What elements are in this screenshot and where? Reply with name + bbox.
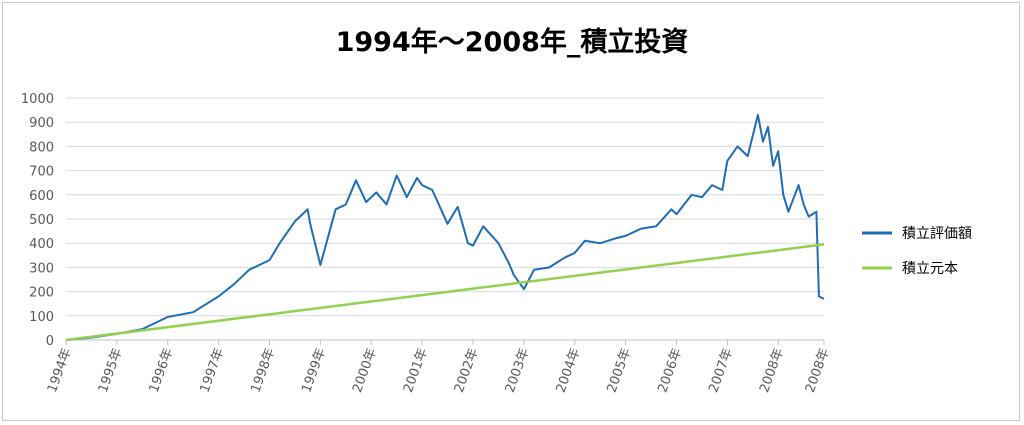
- x-tick-label: 2008年: [757, 346, 787, 394]
- legend-label: 積立元本: [902, 261, 958, 277]
- y-tick-label: 700: [29, 165, 54, 180]
- series-line-2: [65, 243, 825, 342]
- x-tick-label: 1996年: [147, 346, 177, 394]
- x-tick-label: 2002年: [452, 346, 482, 394]
- y-tick-label: 1000: [21, 92, 54, 107]
- x-tick-label: 2007年: [706, 346, 736, 394]
- x-tick-label: 2005年: [604, 346, 634, 394]
- series-lines: [65, 113, 825, 342]
- x-tick-label: 2003年: [503, 346, 533, 394]
- x-tick-label: 1995年: [96, 346, 126, 394]
- x-tick-label: 2006年: [655, 346, 685, 394]
- x-tick-label: 1997年: [198, 346, 228, 394]
- y-tick-label: 500: [29, 213, 54, 228]
- chart-title: 1994年～2008年_積立投資: [335, 27, 689, 58]
- y-axis-ticks: 0 100 200 300 400 500 600 700 800 900 1000: [21, 92, 54, 349]
- x-tick-label: 2000年: [350, 346, 380, 394]
- y-tick-label: 800: [29, 140, 54, 155]
- y-tick-label: 900: [29, 116, 54, 131]
- x-tick-label: 2004年: [554, 346, 584, 394]
- y-tick-label: 600: [29, 189, 54, 204]
- series-line-1: [65, 113, 825, 341]
- y-tick-label: 100: [29, 310, 54, 325]
- y-tick-label: 0: [46, 334, 54, 349]
- y-tick-label: 200: [29, 286, 54, 301]
- y-tick-label: 300: [29, 261, 54, 276]
- x-tick-label: 2001年: [401, 346, 431, 394]
- y-tick-label: 400: [29, 237, 54, 252]
- x-tick-label: 1998年: [248, 346, 278, 394]
- legend-label: 積立評価額: [902, 226, 972, 242]
- x-tick-label: 2008年: [803, 346, 833, 394]
- x-tick-label: 1999年: [299, 346, 329, 394]
- x-tick-label: 1994年: [45, 346, 75, 394]
- x-axis-ticks: 1994年 1995年 1996年 1997年 1998年 1999年 2000年 2001年…: [45, 340, 833, 395]
